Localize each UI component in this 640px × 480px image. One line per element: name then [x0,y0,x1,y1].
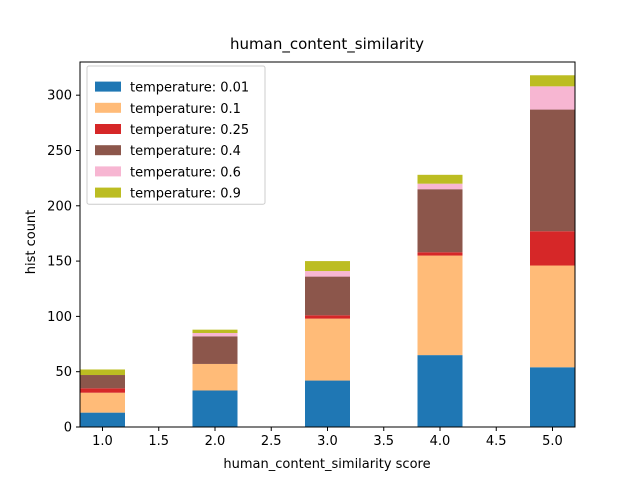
legend-label-3: temperature: 0.4 [130,144,241,159]
y-tick-label: 50 [55,365,72,380]
x-tick-label: 2.0 [205,434,226,449]
legend-swatch-1 [95,102,121,113]
legend-swatch-4 [95,166,121,177]
bar-segment-s1-x0 [80,392,125,413]
bar-segment-s2-x2 [305,315,350,319]
bar-segment-s4-x1 [192,332,238,337]
y-tick-label: 0 [64,421,72,436]
x-tick-label: 1.0 [92,434,113,449]
legend-swatch-5 [95,187,121,198]
x-tick-label: 2.5 [261,434,282,449]
legend-label-0: temperature: 0.01 [130,81,249,96]
bar-segment-s1-x4 [530,265,575,368]
bars-layer [80,75,575,427]
legend: temperature: 0.01 temperature: 0.1 tempera… [86,65,266,205]
legend-swatch-2 [95,124,121,134]
chart-title: human_content_similarity [230,35,424,54]
bar-segment-s2-x3 [417,252,463,256]
y-tick-label: 150 [47,255,72,270]
bar-segment-s1-x1 [192,363,238,391]
bar-segment-s0-x3 [417,355,463,427]
y-tick-label: 300 [47,89,72,104]
bar-segment-s0-x1 [192,390,238,427]
legend-label-2: temperature: 0.25 [130,123,249,138]
y-tick-label: 100 [47,310,72,325]
bar-segment-s4-x2 [305,271,350,277]
bar-segment-s0-x2 [305,380,350,427]
legend-swatch-3 [95,145,121,156]
x-tick-label: 4.5 [486,434,507,449]
x-tick-label: 1.5 [148,434,169,449]
bar-segment-s5-x3 [417,174,463,184]
legend-frame [86,65,266,205]
axes-layer: 1.0 1.5 2.0 2.5 3.0 3.5 4.0 4.5 5.0 0 50 100 150 200 2… [47,61,576,449]
x-tick-label: 4.0 [430,434,451,449]
x-tick-label: 5.0 [542,434,563,449]
bar-segment-s1-x2 [305,318,350,381]
legend-label-5: temperature: 0.9 [130,187,241,202]
x-axis-label: human_content_similarity score [223,457,430,472]
legend-label-4: temperature: 0.6 [130,165,241,180]
y-tick-label: 200 [47,199,72,214]
legend-label-1: temperature: 0.1 [130,102,241,117]
bar-segment-s0-x0 [80,412,125,427]
bar-segment-s5-x4 [530,75,575,87]
bar-segment-s1-x3 [417,255,463,356]
bar-segment-s5-x1 [192,329,238,333]
bar-segment-s0-x4 [530,367,575,427]
bar-segment-s5-x0 [80,369,125,376]
x-tick-label: 3.0 [317,434,338,449]
legend-swatch-0 [95,81,121,92]
bar-segment-s3-x4 [530,109,575,232]
x-tick-label: 3.5 [373,434,394,449]
bar-segment-s4-x3 [417,183,463,190]
bar-segment-s3-x0 [80,375,125,389]
bar-segment-s3-x1 [192,336,238,364]
bar-segment-s2-x0 [80,388,125,393]
bar-segment-s4-x4 [530,86,575,110]
bar-segment-s5-x2 [305,261,350,272]
bar-segment-s2-x4 [530,231,575,266]
y-axis-label: hist count [24,210,39,275]
y-tick-label: 250 [47,144,72,159]
bar-segment-s3-x2 [305,276,350,316]
bar-segment-s3-x3 [417,189,463,253]
